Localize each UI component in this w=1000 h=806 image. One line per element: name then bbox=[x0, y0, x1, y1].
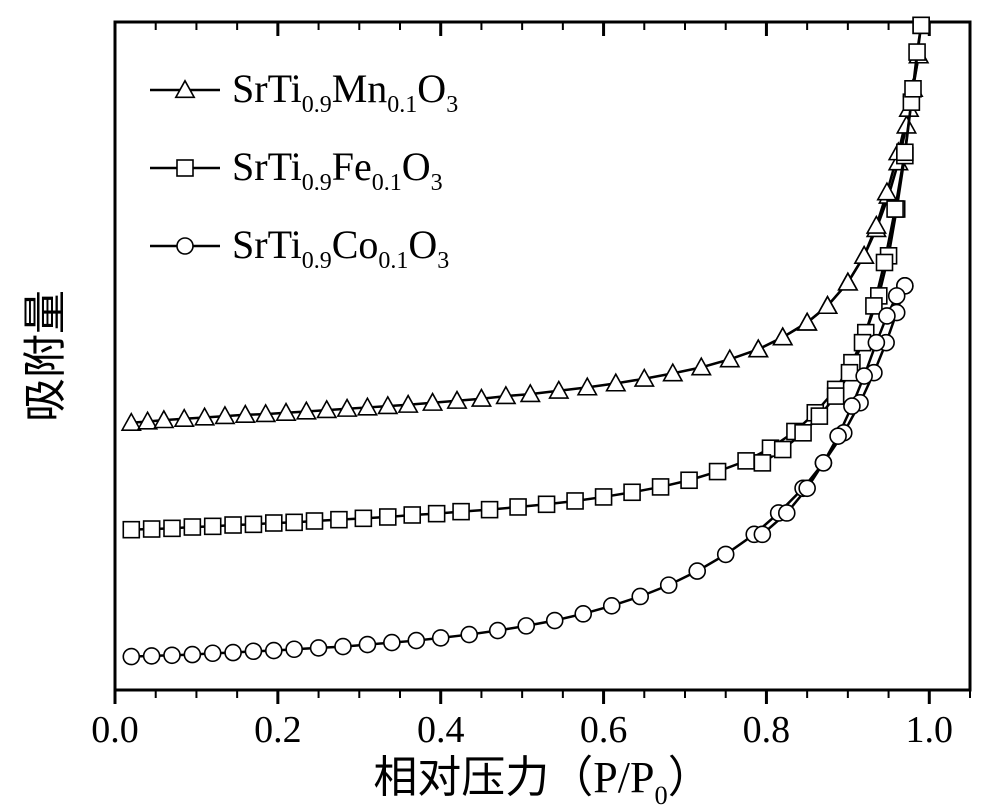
legend-label: SrTi0.9Mn0.1O3 bbox=[232, 66, 458, 118]
x-axis-title: 相对压力（P/P0） bbox=[373, 753, 711, 806]
legend-item-mn: SrTi0.9Mn0.1O3 bbox=[150, 66, 458, 118]
legend-item-fe: SrTi0.9Fe0.1O3 bbox=[150, 144, 443, 196]
legend-item-co: SrTi0.9Co0.1O3 bbox=[150, 222, 449, 274]
x-tick-label: 0.2 bbox=[254, 709, 302, 751]
x-tick-label: 0.0 bbox=[91, 709, 139, 751]
x-tick-label: 0.8 bbox=[743, 709, 791, 751]
x-tick-label: 1.0 bbox=[906, 709, 954, 751]
chart-svg: 0.0 0.2 0.4 0.6 0.8 1.0 相对压力（P/P0） 吸附量 SrTi0.9Mn… bbox=[0, 0, 1000, 806]
isotherm-chart: 0.0 0.2 0.4 0.6 0.8 1.0 相对压力（P/P0） 吸附量 SrTi0.9Mn… bbox=[0, 0, 1000, 806]
series-co bbox=[123, 278, 913, 665]
legend-label: SrTi0.9Fe0.1O3 bbox=[232, 144, 443, 196]
x-tick-label: 0.4 bbox=[417, 709, 465, 751]
y-axis-title: 吸附量 bbox=[21, 290, 70, 422]
x-tick-label: 0.6 bbox=[580, 709, 628, 751]
legend-label: SrTi0.9Co0.1O3 bbox=[232, 222, 449, 274]
